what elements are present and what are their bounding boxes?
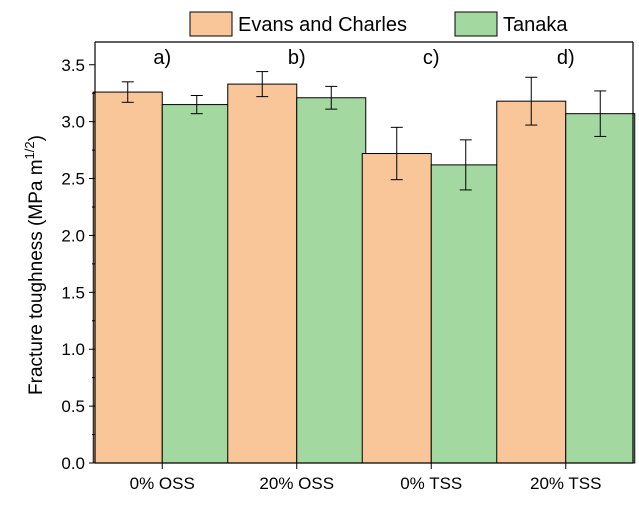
legend-label-tanaka: Tanaka <box>503 14 568 36</box>
y-tick-label-2: 1.0 <box>61 340 85 359</box>
bar-1-2 <box>430 164 501 464</box>
x-tick-label-3: 20% TSS <box>530 474 602 493</box>
y-tick-label-4: 2.0 <box>61 226 85 245</box>
x-tick-label-1: 20% OSS <box>259 474 334 493</box>
bar-1-3 <box>565 113 636 464</box>
panel-label-1: b) <box>288 47 306 69</box>
bar-0-0 <box>92 91 163 464</box>
bar-0-1 <box>227 83 298 464</box>
legend-label-evans-and-charles: Evans and Charles <box>238 14 407 36</box>
y-tick-label-6: 3.0 <box>61 113 85 132</box>
legend-swatch-evans-and-charles <box>189 11 233 37</box>
y-tick-label-7: 3.5 <box>61 56 85 75</box>
bar-1-1 <box>296 97 367 464</box>
y-axis-title-main: Fracture toughness (MPa m <box>26 159 47 394</box>
errorbars-layer <box>121 71 607 191</box>
bar-0-2 <box>361 153 432 464</box>
x-tick-label-2: 0% TSS <box>400 474 462 493</box>
bar-1-0 <box>161 104 232 464</box>
bars-layer <box>92 83 636 464</box>
y-axis-title: Fracture toughness (MPa m1/2) <box>22 135 47 395</box>
y-tick-label-1: 0.5 <box>61 397 85 416</box>
bar-0-3 <box>496 100 567 464</box>
y-axis-title-superscript: 1/2 <box>22 141 37 159</box>
y-tick-label-5: 2.5 <box>61 170 85 189</box>
labels-layer: 0% OSS a) 20% OSS b) 0% TSS c) 20% TSS d) 0.0 0.5… <box>61 47 601 493</box>
y-tick-label-0: 0.0 <box>61 454 85 473</box>
legend: Evans and Charles Tanaka <box>189 11 568 37</box>
x-tick-label-0: 0% OSS <box>130 474 195 493</box>
panel-label-3: d) <box>557 47 575 69</box>
y-tick-label-3: 1.5 <box>61 283 85 302</box>
panel-label-2: c) <box>423 47 440 69</box>
y-axis-title-suffix: ) <box>26 135 47 141</box>
legend-swatch-tanaka <box>454 11 498 37</box>
panel-label-0: a) <box>153 47 171 69</box>
axes-layer <box>89 41 634 469</box>
